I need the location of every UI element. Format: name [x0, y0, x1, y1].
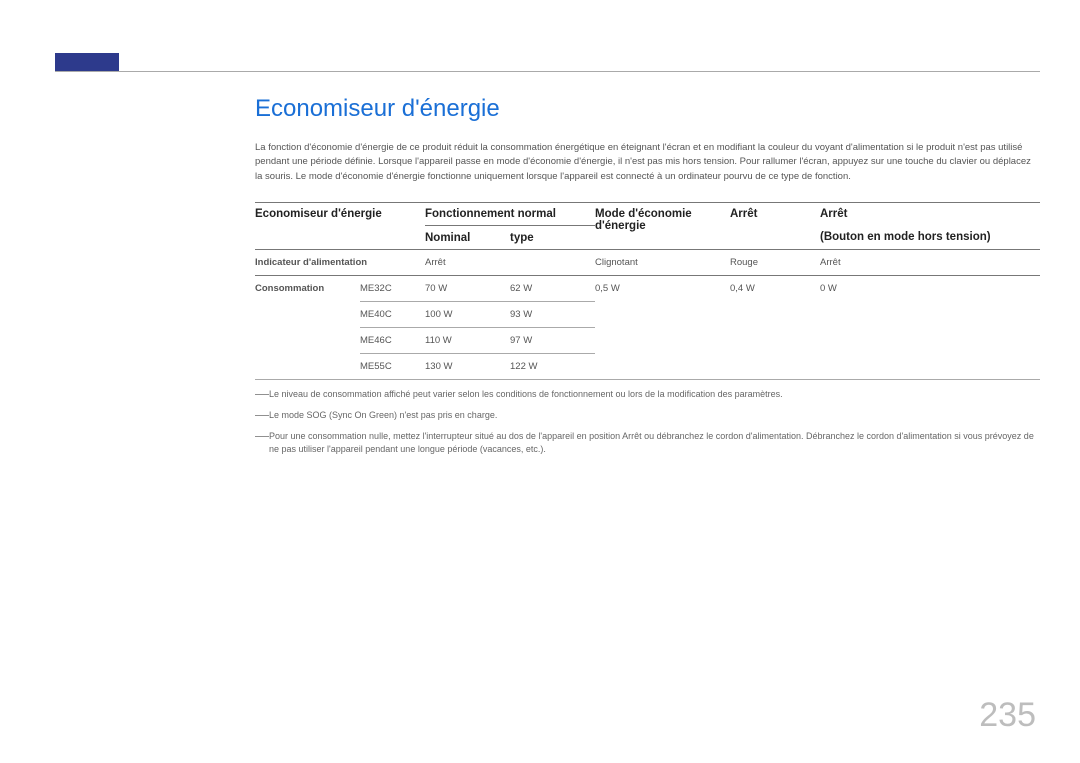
subheader-type: type — [510, 225, 595, 249]
header-economiseur: Economiseur d'énergie — [255, 202, 425, 225]
dash-icon: ― — [255, 409, 269, 422]
footnote-item: ― Pour une consommation nulle, mettez l'… — [255, 426, 1040, 460]
footnote-item: ― Le mode SOG (Sync On Green) n'est pas … — [255, 405, 1040, 426]
model-2-name: ME46C — [360, 327, 425, 353]
power-saver-table: Economiseur d'énergie Fonctionnement nor… — [255, 202, 1040, 380]
row-indicator-normal: Arrêt — [425, 249, 595, 275]
footnotes: ― Le niveau de consommation affiché peut… — [255, 384, 1040, 460]
row-indicator-off1: Rouge — [730, 249, 820, 275]
model-0-nominal: 70 W — [425, 275, 510, 301]
model-1-nominal: 100 W — [425, 301, 510, 327]
model-1-name: ME40C — [360, 301, 425, 327]
model-2-nominal: 110 W — [425, 327, 510, 353]
top-border — [55, 71, 1040, 72]
header-mode-eco: Mode d'économie d'énergie — [595, 202, 730, 249]
dash-icon: ― — [255, 388, 269, 401]
intro-paragraph: La fonction d'économie d'énergie de ce p… — [255, 141, 1040, 184]
row-indicator-off2: Arrêt — [820, 249, 1040, 275]
model-3-name: ME55C — [360, 353, 425, 379]
footnote-text: Le mode SOG (Sync On Green) n'est pas pr… — [269, 409, 1040, 422]
row-consumption-label: Consommation — [255, 275, 360, 379]
model-0-off2: 0 W — [820, 275, 1040, 379]
row-indicator-label: Indicateur d'alimentation — [255, 249, 425, 275]
model-0-name: ME32C — [360, 275, 425, 301]
footnote-text: Pour une consommation nulle, mettez l'in… — [269, 430, 1040, 456]
page-content: Economiseur d'énergie La fonction d'écon… — [255, 95, 1040, 460]
page-number: 235 — [979, 696, 1036, 735]
subheader-nominal: Nominal — [425, 225, 510, 249]
model-0-type: 62 W — [510, 275, 595, 301]
footnote-text: Le niveau de consommation affiché peut v… — [269, 388, 1040, 401]
header-fonctionnement: Fonctionnement normal — [425, 202, 595, 225]
model-2-type: 97 W — [510, 327, 595, 353]
row-indicator-eco: Clignotant — [595, 249, 730, 275]
section-title: Economiseur d'énergie — [255, 95, 1040, 123]
model-0-eco: 0,5 W — [595, 275, 730, 379]
tab-marker — [55, 53, 119, 71]
model-3-nominal: 130 W — [425, 353, 510, 379]
model-3-type: 122 W — [510, 353, 595, 379]
footnote-item: ― Le niveau de consommation affiché peut… — [255, 384, 1040, 405]
header-arret-1: Arrêt — [730, 202, 820, 249]
subheader-bouton: (Bouton en mode hors tension) — [820, 225, 1040, 249]
model-1-type: 93 W — [510, 301, 595, 327]
header-arret-2: Arrêt — [820, 202, 1040, 225]
dash-icon: ― — [255, 430, 269, 456]
model-0-off1: 0,4 W — [730, 275, 820, 379]
